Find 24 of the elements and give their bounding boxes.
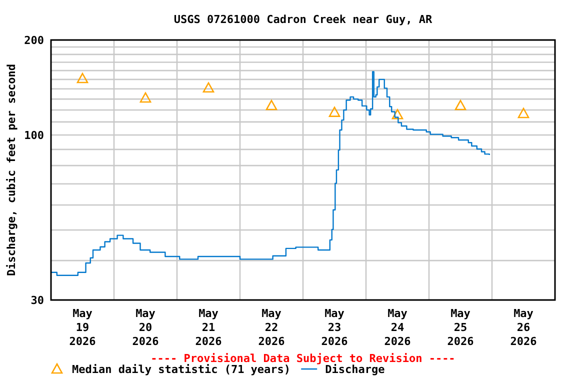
point <box>454 100 466 110</box>
x-tick-label: May 22 2026 <box>258 307 286 348</box>
y-axis-title: Discharge, cubic feet per second <box>5 64 18 276</box>
y-tick-label: 100 <box>24 128 44 142</box>
legend-label: Discharge <box>325 363 386 376</box>
point <box>140 92 152 103</box>
point <box>518 108 530 118</box>
chart-title: USGS 07261000 Cadron Creek near Guy, AR <box>174 13 433 26</box>
y-tick-label: 200 <box>24 34 44 47</box>
x-tick-label: May 20 2026 <box>132 307 160 348</box>
point <box>392 109 404 120</box>
y-tick-label: 30 <box>30 294 44 307</box>
point <box>202 82 214 93</box>
point <box>266 100 278 110</box>
x-tick-label: May 24 2026 <box>384 307 412 348</box>
x-tick-label: May 19 2026 <box>69 307 96 348</box>
x-tick-label: May 25 2026 <box>447 307 474 348</box>
point <box>328 106 340 117</box>
legend-label: Median daily statistic (71 years) <box>72 363 291 376</box>
x-tick-label: May 23 2026 <box>321 307 348 348</box>
text: ---- Provisional Data Subject to Revision ---- <box>150 352 456 365</box>
x-tick-label: May 21 2026 <box>195 307 222 348</box>
x-tick-label: May 26 2026 <box>510 307 538 348</box>
point <box>76 72 88 84</box>
